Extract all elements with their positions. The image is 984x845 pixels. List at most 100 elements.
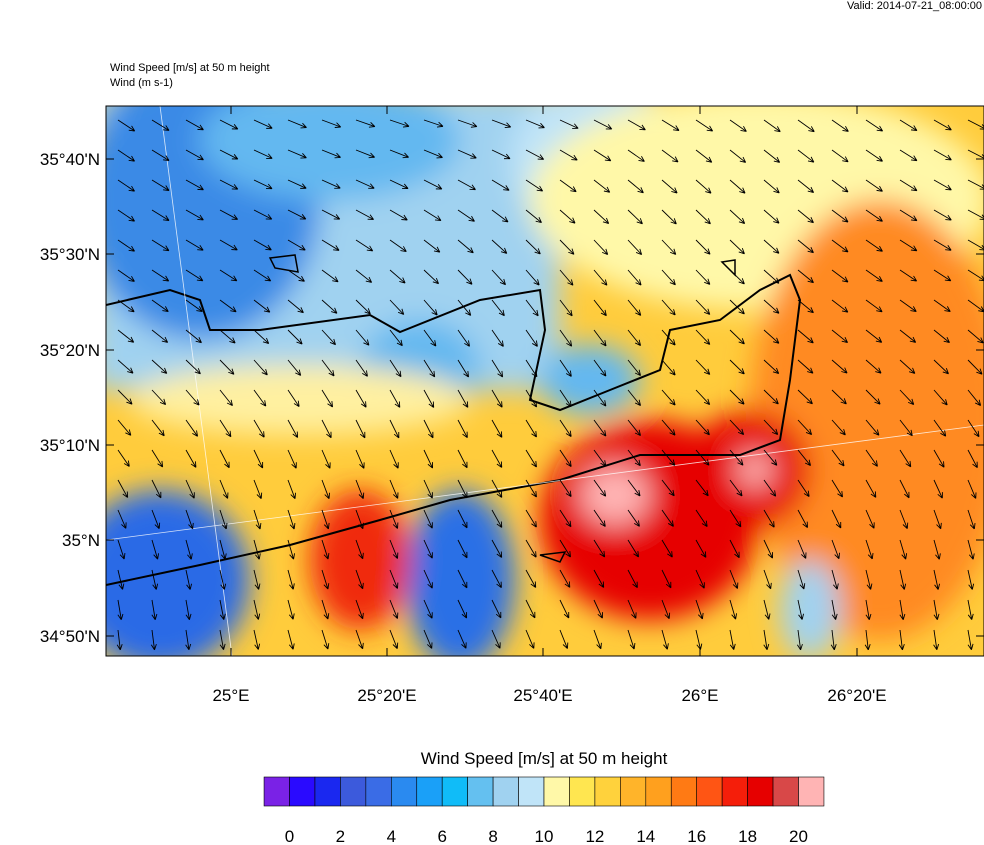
wind-arrow <box>287 179 307 189</box>
wind-arrow <box>389 239 407 252</box>
wind-arrow <box>525 119 545 129</box>
wind-arrow <box>423 419 434 439</box>
wind-arrow <box>151 149 170 161</box>
wind-arrow <box>321 239 340 251</box>
wind-arrow <box>525 539 537 558</box>
wind-arrow <box>763 479 777 497</box>
wind-arrow <box>797 569 806 590</box>
wind-arrow <box>321 509 330 530</box>
wind-arrow <box>661 509 674 527</box>
wind-arrow <box>117 119 136 132</box>
wind-arrow <box>185 539 193 560</box>
wind-arrow <box>423 359 436 378</box>
wind-arrow <box>729 119 747 132</box>
wind-arrow <box>253 419 265 438</box>
wind-arrow <box>661 269 676 286</box>
valid-time: Valid: 2014-07-21_08:00:00 <box>847 0 982 12</box>
wind-arrow <box>593 479 607 497</box>
wind-arrow <box>525 629 535 649</box>
wind-arrow <box>219 449 230 469</box>
wind-arrow <box>185 479 195 499</box>
wind-arrow <box>627 569 638 589</box>
wind-arrow <box>185 569 193 590</box>
wind-arrow <box>899 389 915 405</box>
wind-arrow <box>151 449 164 468</box>
wind-arrow <box>899 299 917 313</box>
wind-arrow <box>627 209 643 225</box>
wind-arrow <box>831 179 849 193</box>
wind-arrow <box>117 539 126 560</box>
wind-arrow <box>593 179 611 193</box>
wind-arrow <box>797 209 814 224</box>
wind-arrow <box>423 569 433 589</box>
wind-arrow <box>763 209 780 224</box>
wind-arrow <box>253 179 273 190</box>
wind-arrow <box>899 119 918 132</box>
wind-arrow <box>593 359 607 377</box>
wind-arrow <box>287 419 299 438</box>
wind-arrow <box>491 239 508 254</box>
wind-arrow <box>253 269 272 282</box>
wind-arrow <box>389 299 405 315</box>
wind-arrow <box>389 269 406 284</box>
wind-arrow <box>491 359 504 378</box>
wind-arrow <box>117 269 135 282</box>
wind-arrow <box>525 449 537 468</box>
wind-arrow <box>151 329 169 343</box>
wind-arrow <box>865 119 884 132</box>
wind-arrow <box>593 209 610 225</box>
wind-arrow <box>355 479 365 499</box>
wind-arrow <box>729 419 745 436</box>
wind-arrow <box>763 389 779 405</box>
wind-arrow <box>151 119 170 131</box>
wind-arrow <box>185 149 204 161</box>
colorbar-box <box>416 776 443 807</box>
wind-arrow <box>355 209 374 220</box>
wind-arrow <box>287 539 295 560</box>
wind-arrow <box>525 179 544 192</box>
wind-arrow <box>831 329 848 343</box>
colorbar-box <box>365 776 392 807</box>
wind-arrow <box>151 599 158 620</box>
lon-label: 25°E <box>212 686 249 705</box>
wind-arrow <box>491 119 512 128</box>
wind-arrow <box>457 539 468 559</box>
wind-arrow <box>559 299 573 317</box>
wind-arrow <box>117 389 133 405</box>
wind-arrow <box>899 209 918 222</box>
wind-arrow <box>491 539 503 558</box>
wind-arrow <box>559 389 572 407</box>
colorbar-tick-label: 20 <box>789 827 808 845</box>
wind-arrow <box>729 449 744 466</box>
wind-arrow <box>219 329 236 344</box>
wind-arrow <box>151 539 160 560</box>
wind-arrow <box>321 179 341 189</box>
wind-arrow <box>219 179 239 190</box>
wind-arrow <box>287 119 307 129</box>
colorbar-box <box>263 776 290 807</box>
wind-arrow <box>933 389 948 406</box>
wind-arrow <box>423 509 433 529</box>
wind-arrow <box>321 629 330 650</box>
colorbar-box <box>314 776 341 807</box>
wind-arrow <box>423 479 433 499</box>
wind-arrow <box>389 149 409 159</box>
colorbar-box <box>747 776 774 807</box>
wind-arrow <box>559 149 578 161</box>
wind-arrow <box>695 539 707 558</box>
wind-arrow <box>117 599 124 620</box>
wind-arrow <box>457 149 477 159</box>
wind-arrow <box>287 449 297 469</box>
wind-arrow <box>355 299 371 315</box>
wind-arrow <box>287 479 296 500</box>
wind-arrow <box>661 569 672 589</box>
wind-arrow <box>151 209 170 221</box>
colorbar-box <box>696 776 723 807</box>
wind-arrow <box>899 359 916 374</box>
wind-arrow <box>389 209 408 221</box>
colorbar-tick-label: 4 <box>387 827 396 845</box>
wind-arrow <box>695 509 708 527</box>
colorbar-box <box>390 776 418 807</box>
wind-arrow <box>219 299 237 313</box>
wind-arrow <box>423 389 435 408</box>
